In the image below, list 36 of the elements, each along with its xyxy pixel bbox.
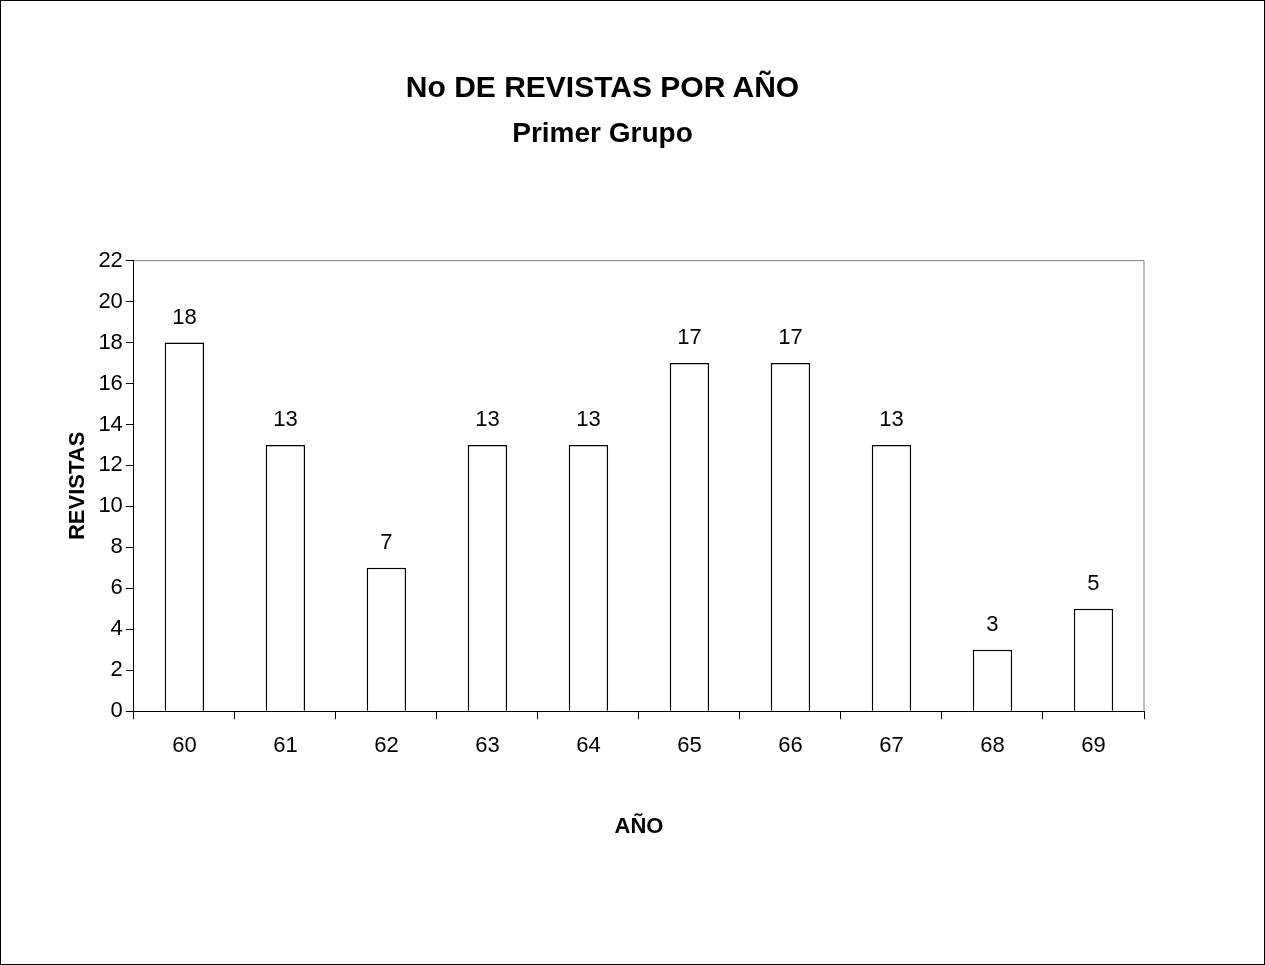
x-tick-label: 61 <box>273 732 298 758</box>
y-tick-label: 14 <box>98 410 123 436</box>
y-tick-label: 10 <box>98 492 123 518</box>
data-label: 13 <box>273 406 298 431</box>
data-label: 17 <box>778 324 803 350</box>
data-label: 13 <box>475 406 500 431</box>
y-tick-label: 4 <box>110 615 123 641</box>
data-label: 18 <box>172 303 197 329</box>
x-axis-title: AÑO <box>614 812 664 838</box>
y-tick-label: 18 <box>98 328 123 354</box>
x-tick-label: 60 <box>172 732 197 758</box>
x-tick-label: 62 <box>374 732 399 758</box>
x-tick-label: 65 <box>677 732 702 758</box>
x-tick-label: 63 <box>475 732 500 758</box>
y-axis-title: REVISTAS <box>64 431 90 541</box>
data-label: 17 <box>677 324 702 350</box>
chart-subtitle: Primer Grupo <box>512 116 693 148</box>
data-label: 3 <box>986 610 999 636</box>
x-tick-label: 66 <box>778 732 803 758</box>
data-label: 7 <box>380 528 393 554</box>
y-tick-label: 16 <box>98 369 123 395</box>
y-tick-label: 12 <box>98 451 123 477</box>
y-tick-label: 20 <box>98 287 123 313</box>
x-tick-label: 69 <box>1081 732 1106 758</box>
y-tick-label: 8 <box>110 533 123 559</box>
y-tick-label: 0 <box>110 697 123 723</box>
x-tick-label: 68 <box>980 732 1005 758</box>
data-label: 13 <box>879 406 904 431</box>
y-tick-label: 6 <box>110 574 123 600</box>
y-tick-label: 22 <box>98 246 123 272</box>
chart-title: No DE REVISTAS POR AÑO <box>405 70 800 104</box>
y-tick-label: 2 <box>110 656 123 682</box>
x-tick-label: 67 <box>879 732 904 758</box>
data-label: 5 <box>1087 569 1100 595</box>
x-tick-label: 64 <box>576 732 601 758</box>
data-label: 13 <box>576 406 601 431</box>
